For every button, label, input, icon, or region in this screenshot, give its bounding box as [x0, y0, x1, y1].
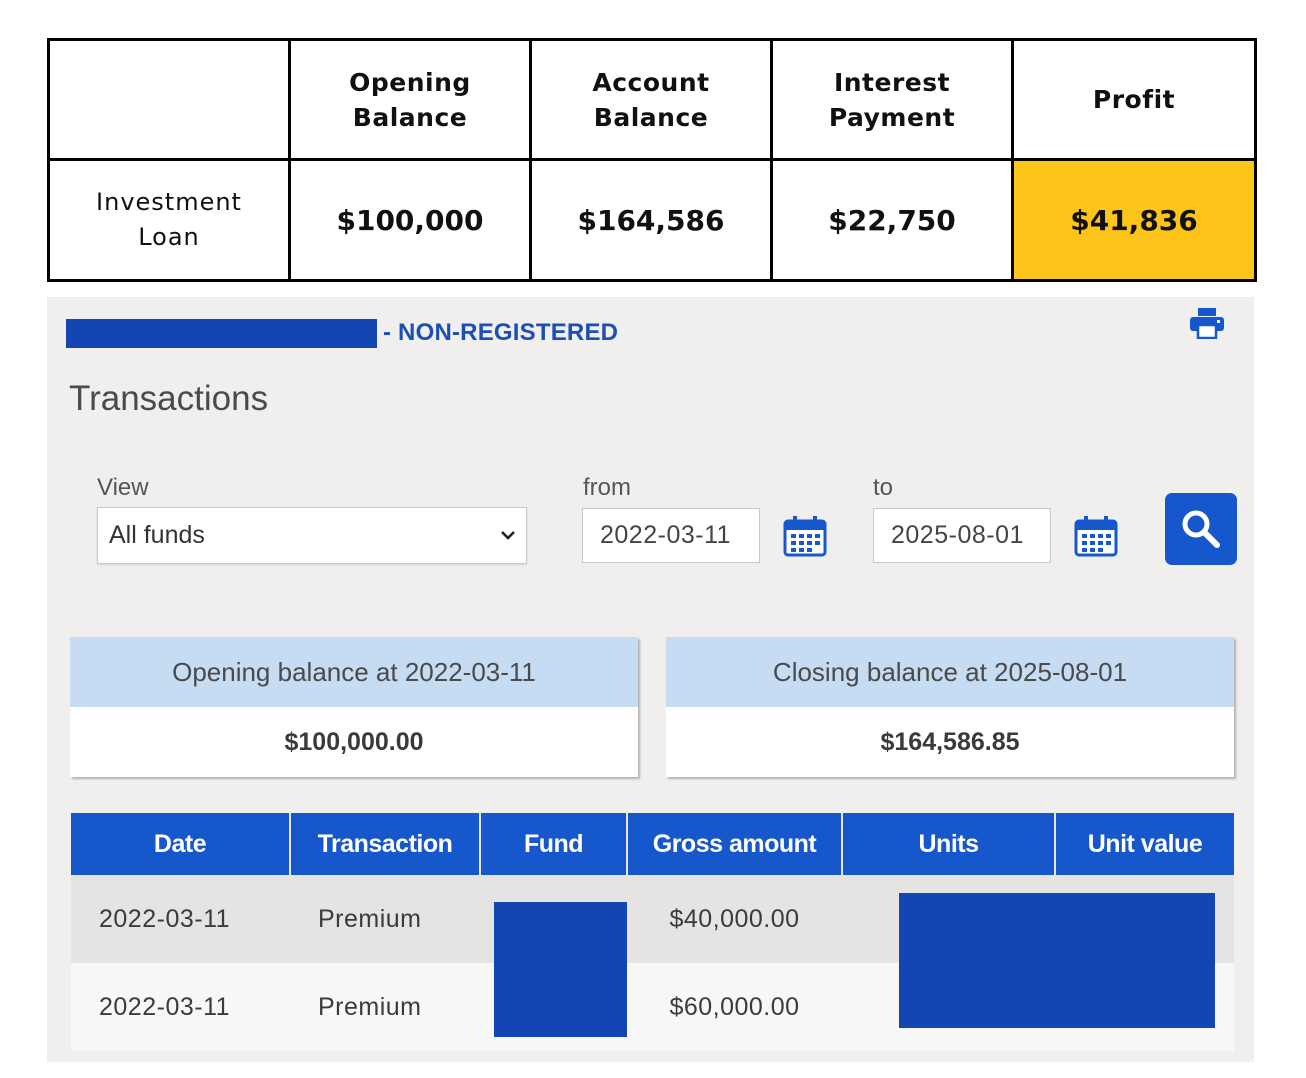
redacted-fund-names	[494, 902, 627, 1037]
row-date: 2022-03-11	[71, 875, 290, 963]
from-label: from	[583, 474, 631, 501]
row-gross-amount: $60,000.00	[627, 963, 842, 1051]
opening-balance-value: $100,000.00	[284, 728, 424, 756]
summary-profit-value: $41,836	[1011, 158, 1257, 282]
closing-balance-card: Closing balance at 2025-08-01 $164,586.8…	[666, 637, 1234, 777]
to-label: to	[873, 474, 894, 501]
summary-header-interest-payment: Interest Payment	[770, 38, 1014, 161]
column-header-unit-value[interactable]: Unit value	[1055, 813, 1234, 875]
summary-header-opening-balance: Opening Balance	[288, 38, 532, 161]
row-transaction: Premium	[290, 875, 480, 963]
summary-header-account-balance: Account Balance	[529, 38, 773, 161]
column-header-units[interactable]: Units	[842, 813, 1056, 875]
search-icon	[1182, 510, 1220, 548]
row-date: 2022-03-11	[71, 963, 290, 1051]
summary-header-empty	[47, 38, 291, 161]
summary-opening-balance-value: $100,000	[288, 158, 532, 282]
page-title: Transactions	[69, 379, 269, 418]
summary-interest-payment-value: $22,750	[770, 158, 1014, 282]
column-header-fund[interactable]: Fund	[480, 813, 628, 875]
chevron-down-icon	[501, 531, 515, 540]
summary-header-profit: Profit	[1011, 38, 1257, 161]
view-fund-select[interactable]: All funds	[97, 507, 527, 564]
search-button[interactable]	[1165, 493, 1237, 565]
column-header-date[interactable]: Date	[71, 813, 291, 875]
view-fund-select-value: All funds	[109, 521, 205, 549]
view-label: View	[97, 474, 149, 501]
account-type-label: - NON-REGISTERED	[383, 319, 619, 346]
table-header-row: Date Transaction Fund Gross amount Units…	[71, 813, 1234, 875]
summary-value-row: Investment Loan $100,000 $164,586 $22,75…	[47, 158, 1257, 282]
summary-row-label: Investment Loan	[47, 158, 291, 282]
row-gross-amount: $40,000.00	[627, 875, 842, 963]
investment-summary-table: Opening Balance Account Balance Interest…	[47, 38, 1257, 282]
summary-account-balance-value: $164,586	[529, 158, 773, 282]
summary-header-row: Opening Balance Account Balance Interest…	[47, 38, 1257, 161]
closing-balance-value: $164,586.85	[880, 728, 1020, 756]
transactions-panel: - NON-REGISTERED Transactions View All f…	[47, 297, 1254, 1062]
row-transaction: Premium	[290, 963, 480, 1051]
opening-balance-label: Opening balance at 2022-03-11	[70, 637, 638, 707]
closing-balance-label: Closing balance at 2025-08-01	[666, 637, 1234, 707]
calendar-icon[interactable]	[1074, 515, 1118, 557]
to-date-input[interactable]: 2025-08-01	[873, 508, 1051, 563]
redacted-units-values	[899, 893, 1215, 1028]
redacted-account-name	[66, 319, 377, 348]
printer-icon[interactable]	[1189, 307, 1225, 340]
opening-balance-card: Opening balance at 2022-03-11 $100,000.0…	[70, 637, 638, 777]
from-date-input[interactable]: 2022-03-11	[582, 508, 760, 563]
calendar-icon[interactable]	[783, 515, 827, 557]
column-header-transaction[interactable]: Transaction	[290, 813, 481, 875]
column-header-gross-amount[interactable]: Gross amount	[627, 813, 843, 875]
